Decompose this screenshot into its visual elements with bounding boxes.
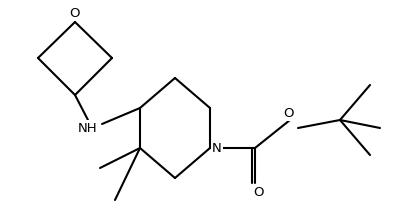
Text: O: O [283, 107, 294, 119]
Text: O: O [70, 6, 80, 19]
Text: O: O [252, 186, 263, 199]
Text: NH: NH [78, 122, 97, 135]
Text: N: N [212, 141, 221, 155]
